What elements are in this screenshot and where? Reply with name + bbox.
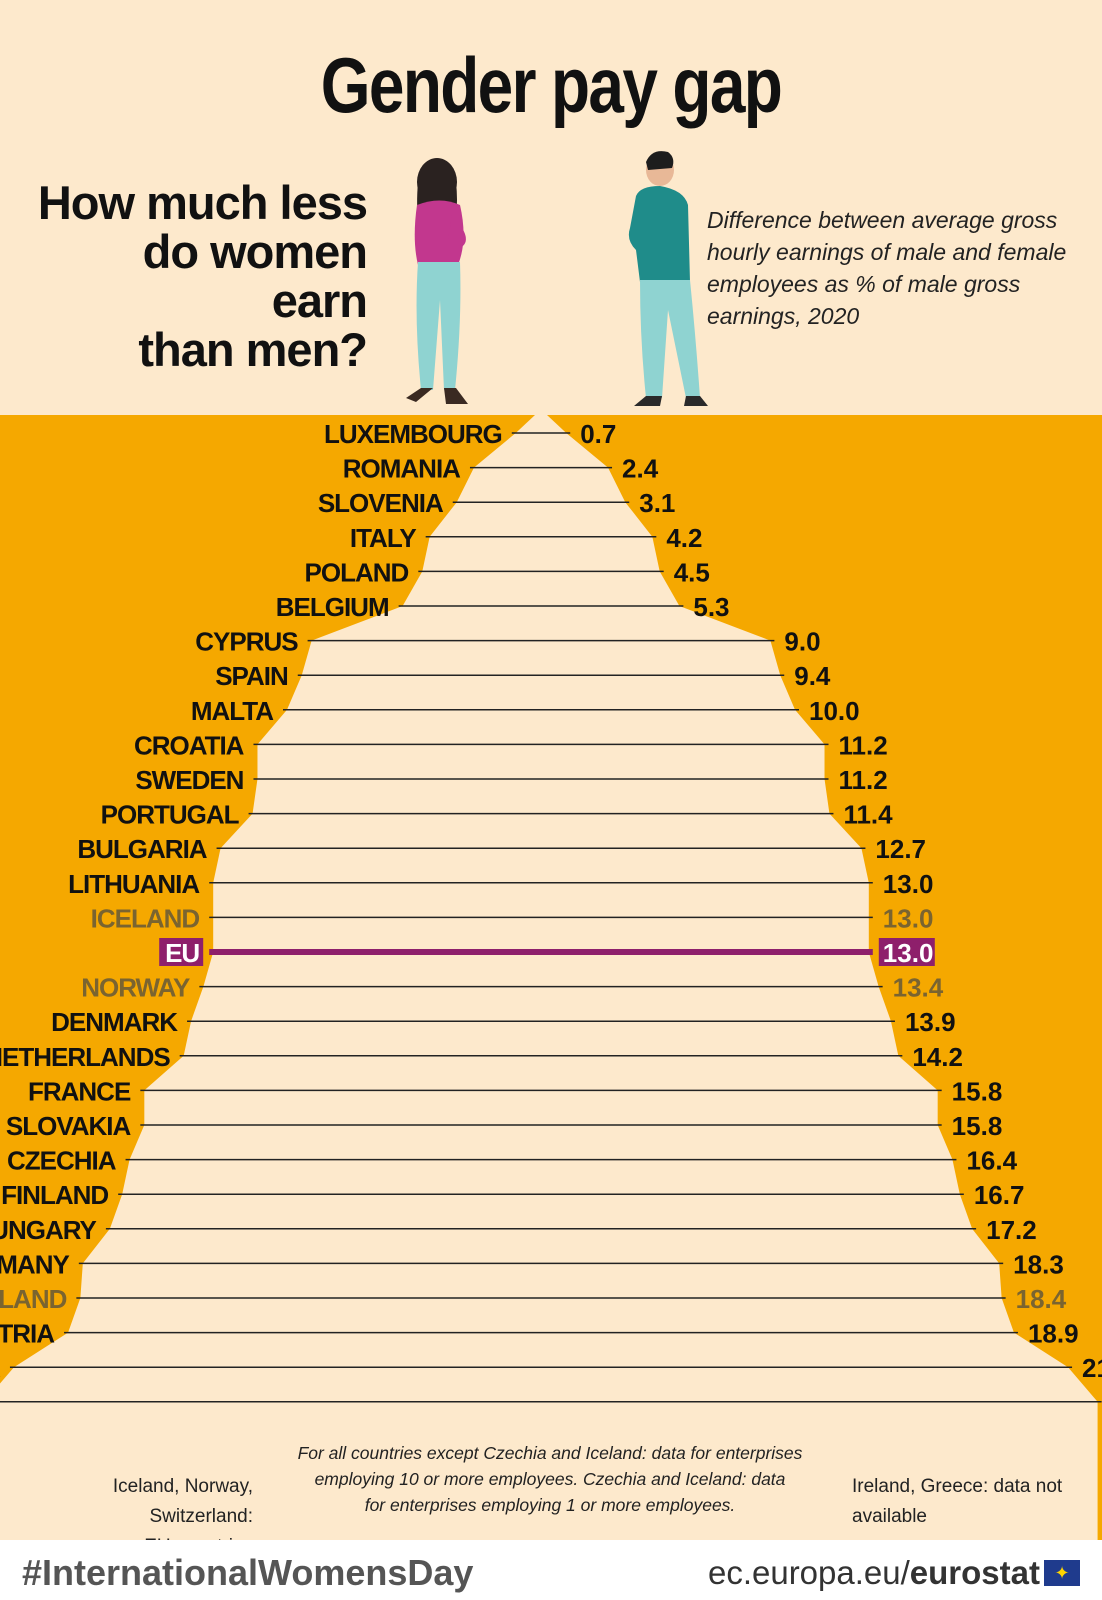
people-illustration bbox=[406, 151, 708, 406]
header-panel: Gender pay gap How much less do women ea… bbox=[0, 0, 1102, 415]
missing-data-note: Ireland, Greece: data not available bbox=[852, 1472, 1082, 1532]
question-text: How much less do women earn than men? bbox=[37, 176, 368, 376]
chart-area: LUXEMBOURG 0.7 ROMANIA 2.4 SLOVENIA 3.1 ITALY 4… bbox=[0, 415, 1102, 1540]
question-line: do women earn bbox=[142, 225, 368, 327]
man-figure-icon bbox=[628, 151, 708, 406]
country-label: FRANCE bbox=[28, 1076, 131, 1106]
value-label: 11.2 bbox=[839, 730, 888, 760]
value-label: 16.4 bbox=[966, 1146, 1017, 1176]
url-brand: eurostat bbox=[909, 1554, 1040, 1591]
value-label: 15.8 bbox=[952, 1111, 1003, 1141]
value-label: 4.5 bbox=[674, 557, 710, 587]
value-label: 3.1 bbox=[639, 488, 675, 518]
country-label: ICELAND bbox=[91, 903, 200, 933]
chart-subtitle: Difference between average gross hourly … bbox=[707, 207, 1067, 329]
country-label: SLOVAKIA bbox=[6, 1111, 132, 1141]
country-label: EU bbox=[165, 938, 199, 968]
country-label: NETHERLANDS bbox=[0, 1042, 170, 1072]
country-label: DENMARK bbox=[51, 1007, 178, 1037]
value-label: 13.0 bbox=[883, 903, 934, 933]
footer: #InternationalWomensDay ec.europa.eu/eur… bbox=[0, 1540, 1102, 1600]
country-label: CROATIA bbox=[134, 730, 245, 760]
country-label: BELGIUM bbox=[276, 592, 389, 622]
country-label: CYPRUS bbox=[195, 627, 298, 657]
value-label: 13.0 bbox=[883, 938, 934, 968]
value-label: 9.0 bbox=[784, 627, 820, 657]
country-label: MALTA bbox=[191, 696, 274, 726]
note-line: Iceland, Norway, Switzerland: bbox=[112, 1476, 253, 1527]
value-label: 11.4 bbox=[843, 800, 893, 830]
url-prefix: ec.europa.eu/ bbox=[707, 1554, 910, 1591]
country-label: LUXEMBOURG bbox=[324, 419, 502, 449]
country-label: GERMANY bbox=[0, 1249, 69, 1279]
country-label: SPAIN bbox=[215, 661, 288, 691]
country-label: BULGARIA bbox=[77, 834, 207, 864]
country-label: CZECHIA bbox=[7, 1146, 117, 1176]
country-label: SWITZERLAND bbox=[0, 1284, 67, 1314]
methodology-note: For all countries except Czechia and Ice… bbox=[290, 1440, 810, 1518]
value-label: 15.8 bbox=[952, 1076, 1003, 1106]
note-line: For all countries except Czechia and Ice… bbox=[297, 1443, 803, 1463]
note-line: Ireland, Greece: data not bbox=[852, 1476, 1063, 1497]
eu-flag-icon: ✦ bbox=[1044, 1560, 1080, 1586]
value-label: 10.0 bbox=[809, 696, 860, 726]
country-label: FINLAND bbox=[1, 1180, 108, 1210]
value-label: 16.7 bbox=[974, 1180, 1025, 1210]
country-label: POLAND bbox=[305, 557, 409, 587]
hashtag-link[interactable]: #InternationalWomensDay bbox=[22, 1552, 474, 1593]
note-line: employing 10 or more employees. Czechia … bbox=[314, 1469, 786, 1489]
country-label: ITALY bbox=[350, 523, 416, 553]
question-line: than men? bbox=[138, 323, 368, 376]
country-label: ROMANIA bbox=[343, 454, 461, 484]
eurostat-link[interactable]: ec.europa.eu/eurostat bbox=[708, 1554, 1040, 1592]
value-label: 17.2 bbox=[986, 1215, 1037, 1245]
country-label: SLOVENIA bbox=[318, 488, 444, 518]
value-label: 12.7 bbox=[875, 834, 926, 864]
note-line: for enterprises employing 1 or more empl… bbox=[364, 1495, 736, 1515]
eu-label-box bbox=[159, 938, 204, 966]
country-label: HUNGARY bbox=[0, 1215, 97, 1245]
value-label: 13.0 bbox=[883, 869, 934, 899]
country-label: LITHUANIA bbox=[68, 869, 200, 899]
value-label: 18.9 bbox=[1028, 1319, 1079, 1349]
country-label: NORWAY bbox=[81, 973, 190, 1003]
value-label: 14.2 bbox=[912, 1042, 963, 1072]
pay-gap-chart: LUXEMBOURG 0.7 ROMANIA 2.4 SLOVENIA 3.1 ITALY 4… bbox=[0, 415, 1102, 1540]
value-label: 0.7 bbox=[580, 419, 616, 449]
pyramid-shape bbox=[0, 415, 1098, 1540]
country-label: PORTUGAL bbox=[101, 800, 240, 830]
value-label: 5.3 bbox=[693, 592, 729, 622]
note-line: available bbox=[852, 1506, 927, 1527]
question-line: How much less bbox=[37, 176, 368, 229]
page-title: Gender pay gap bbox=[320, 41, 783, 129]
eu-value-box bbox=[878, 938, 935, 966]
woman-figure-icon bbox=[406, 158, 468, 404]
value-label: 18.4 bbox=[1016, 1284, 1067, 1314]
value-label: 4.2 bbox=[666, 523, 702, 553]
value-label: 13.9 bbox=[905, 1007, 956, 1037]
country-label: AUSTRIA bbox=[0, 1319, 55, 1349]
value-label: 18.3 bbox=[1013, 1249, 1064, 1279]
value-label: 2.4 bbox=[622, 454, 659, 484]
value-label: 21.1 bbox=[1082, 1353, 1102, 1383]
value-label: 13.4 bbox=[893, 973, 944, 1003]
value-label: 9.4 bbox=[794, 661, 831, 691]
value-label: 11.2 bbox=[839, 765, 888, 795]
country-label: SWEDEN bbox=[135, 765, 243, 795]
